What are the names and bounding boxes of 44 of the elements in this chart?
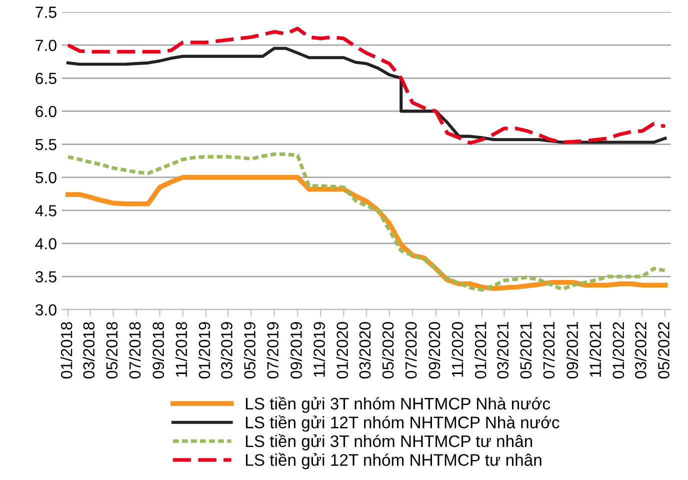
legend-label: LS tiền gửi 3T nhóm NHTMCP tư nhân [246,434,532,450]
x-tick-label: 09/2019 [290,322,302,379]
legend-label: LS tiền gửi 12T nhóm NHTMCP Nhà nước [246,415,560,432]
x-tick-label: 09/2021 [566,322,578,379]
x-tick-label: 05/2021 [520,322,532,379]
legend-label: LS tiền gửi 3T nhóm NHTMCP Nhà nước [246,396,550,413]
x-tick-label: 05/2018 [106,322,118,379]
x-tick-label: 11/2019 [313,322,325,377]
x-tick-label: 03/2019 [220,322,232,379]
x-tick-label: 01/2022 [612,322,624,379]
y-tick-label: 6.5 [36,72,56,84]
x-tick-label: 07/2021 [542,322,555,379]
y-tick-label: 7.0 [36,40,56,52]
y-tick-label: 7.5 [36,6,56,18]
x-tick-label: 03/2022 [634,322,646,379]
x-tick-label: 09/2020 [428,322,440,379]
y-tick-label: 3.0 [35,304,56,316]
x-tick-label: 03/2020 [358,322,371,379]
x-tick-label: 09/2018 [152,322,164,379]
x-tick-label: 01/2021 [474,322,486,379]
x-tick-label: 07/2020 [404,322,417,379]
y-tick-label: 6.0 [36,106,56,118]
line-series [66,26,667,145]
y-tick-label: 3.5 [35,271,56,282]
y-tick-label: 4.0 [35,238,56,250]
legend-label: LS tiền gửi 12T nhóm NHTMCP tư nhân [246,452,542,470]
line-series [66,152,667,292]
line-series [66,46,667,144]
x-tick-label: 03/2018 [82,322,95,379]
x-tick-label: 03/2021 [496,322,509,379]
x-tick-label: 07/2019 [266,322,278,379]
x-tick-label: 01/2019 [198,322,210,379]
x-tick-label: 11/2018 [175,322,188,377]
x-tick-label: 05/2022 [658,322,670,379]
x-tick-label: 05/2019 [244,322,256,379]
x-tick-label: 11/2021 [589,322,602,377]
x-tick-label: 01/2018 [60,322,72,379]
y-tick-label: 5.5 [35,139,56,150]
x-tick-label: 01/2020 [336,322,348,379]
y-tick-label: 5.0 [35,172,56,184]
x-tick-label: 05/2020 [382,322,394,379]
x-tick-label: 07/2018 [128,322,141,379]
y-tick-label: 4.5 [35,205,56,216]
x-tick-label: 11/2020 [451,322,464,377]
